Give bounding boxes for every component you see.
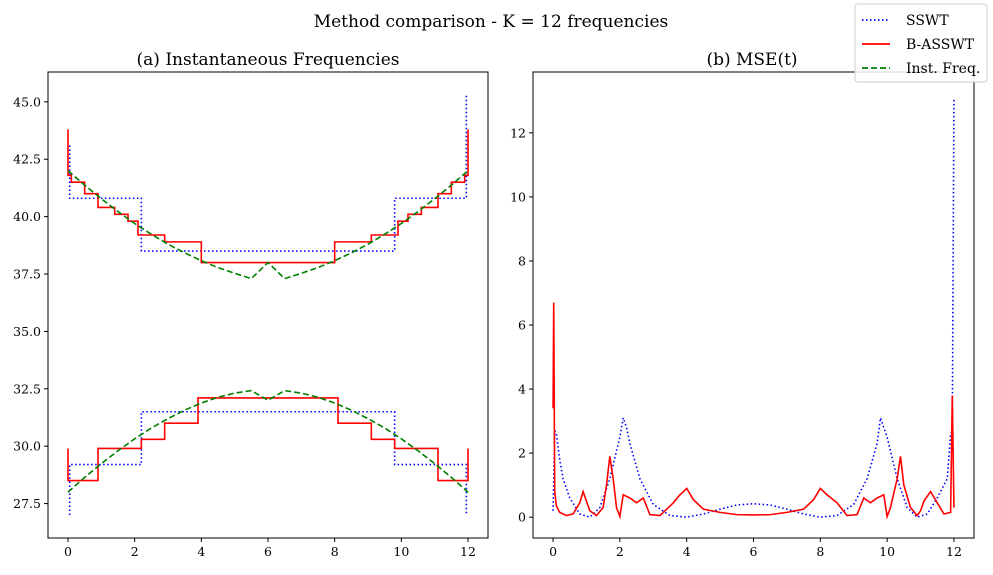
- legend-label-sswt: SSWT: [906, 13, 949, 29]
- legend-box: [854, 3, 988, 83]
- y-tick-label: 12: [510, 125, 526, 140]
- y-tick-label: 40.0: [13, 209, 41, 224]
- y-tick-label: 42.5: [13, 152, 41, 167]
- subplot-a-title: (a) Instantaneous Frequencies: [137, 50, 400, 70]
- y-tick-label: 2: [518, 446, 526, 461]
- y-tick-label: 4: [518, 382, 526, 397]
- series-sswt-line-0: [552, 97, 955, 519]
- axes-frame-b: [532, 71, 975, 539]
- y-tick-label: 10: [510, 189, 526, 204]
- figure-suptitle: Method comparison - K = 12 frequencies: [314, 12, 669, 32]
- x-tick-label: 2: [616, 544, 624, 559]
- x-tick-label: 10: [879, 544, 895, 559]
- y-tick-label: 37.5: [13, 267, 41, 282]
- series-b-asswt-line-1: [67, 397, 469, 482]
- series-b-asswt-line-0: [67, 129, 469, 264]
- series-inst-freq-line-0: [67, 170, 469, 280]
- legend-label-b-asswt: B-ASSWT: [906, 37, 975, 53]
- series-b-asswt-line-0: [552, 302, 955, 520]
- x-tick-label: 6: [750, 544, 758, 559]
- plot-area-b: 0 2 4 6 8 10 12 0 2 4 6 8 10 12: [510, 97, 962, 559]
- x-tick-label: 0: [549, 544, 557, 559]
- y-tick-label: 27.5: [13, 496, 41, 511]
- subplot-b-title: (b) MSE(t): [706, 50, 797, 70]
- x-tick-label: 4: [197, 544, 205, 559]
- x-tick-label: 8: [331, 544, 339, 559]
- x-tick-label: 8: [816, 544, 824, 559]
- y-tick-label: 0: [518, 510, 526, 525]
- subplot-instantaneous-frequencies: (a) Instantaneous Frequencies 0 2 4 6 8 10 12 2…: [13, 50, 489, 559]
- subplot-mse: (b) MSE(t) 0 2 4 6 8 10 12 0 2 4 6 8 10 12: [510, 50, 975, 559]
- x-tick-label: 0: [64, 544, 72, 559]
- legend: SSWT B-ASSWT Inst. Freq.: [854, 3, 988, 83]
- legend-label-inst-freq: Inst. Freq.: [906, 61, 980, 77]
- axes-frame-a: [47, 71, 489, 539]
- y-tick-label: 35.0: [13, 324, 41, 339]
- x-tick-label: 6: [264, 544, 272, 559]
- y-tick-label: 6: [518, 318, 526, 333]
- y-tick-label: 45.0: [13, 94, 41, 109]
- x-tick-label: 4: [683, 544, 691, 559]
- series-sswt-line-1: [68, 410, 468, 516]
- series-sswt-line-0: [68, 94, 468, 252]
- x-tick-label: 12: [460, 544, 476, 559]
- series-inst-freq-line-1: [67, 389, 469, 493]
- y-tick-label: 30.0: [13, 439, 41, 454]
- y-tick-label: 32.5: [13, 381, 41, 396]
- x-tick-label: 12: [946, 544, 962, 559]
- x-tick-label: 10: [393, 544, 409, 559]
- y-tick-label: 8: [518, 253, 526, 268]
- plot-area-a: 0 2 4 6 8 10 12 27.5 30.0 32.5 35.0 37.5 40.0 42.5 45.…: [13, 94, 476, 559]
- x-tick-label: 2: [131, 544, 139, 559]
